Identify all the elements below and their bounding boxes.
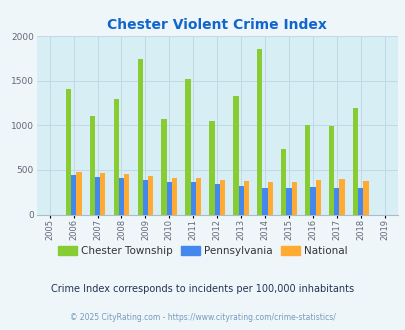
Bar — [214, 184, 219, 214]
Bar — [280, 149, 286, 214]
Title: Chester Violent Crime Index: Chester Violent Crime Index — [107, 18, 326, 32]
Bar — [357, 188, 362, 215]
Bar — [113, 99, 119, 214]
Bar — [286, 188, 291, 215]
Bar — [185, 79, 190, 214]
Bar — [143, 180, 148, 214]
Bar — [124, 174, 129, 214]
Bar — [291, 182, 296, 215]
Text: © 2025 CityRating.com - https://www.cityrating.com/crime-statistics/: © 2025 CityRating.com - https://www.city… — [70, 313, 335, 322]
Bar — [166, 182, 172, 214]
Bar — [71, 175, 76, 214]
Bar — [267, 182, 272, 215]
Bar — [90, 115, 95, 214]
Bar — [119, 178, 124, 214]
Text: Crime Index corresponds to incidents per 100,000 inhabitants: Crime Index corresponds to incidents per… — [51, 284, 354, 294]
Bar — [238, 185, 243, 214]
Bar — [161, 119, 166, 214]
Bar — [137, 59, 143, 215]
Bar — [95, 177, 100, 214]
Bar — [219, 180, 224, 214]
Bar — [232, 96, 238, 214]
Bar — [243, 181, 248, 214]
Bar — [148, 176, 153, 214]
Bar — [76, 172, 81, 214]
Bar — [309, 187, 315, 214]
Bar — [209, 121, 214, 214]
Bar — [100, 173, 105, 214]
Bar — [362, 181, 368, 214]
Bar — [256, 49, 262, 214]
Bar — [328, 126, 333, 214]
Bar — [352, 108, 357, 214]
Bar — [333, 188, 339, 214]
Bar — [315, 180, 320, 214]
Bar — [66, 89, 71, 214]
Bar — [190, 182, 196, 214]
Bar — [304, 125, 309, 214]
Legend: Chester Township, Pennsylvania, National: Chester Township, Pennsylvania, National — [54, 242, 351, 260]
Bar — [172, 179, 177, 214]
Bar — [339, 179, 344, 214]
Bar — [262, 188, 267, 214]
Bar — [196, 179, 201, 214]
